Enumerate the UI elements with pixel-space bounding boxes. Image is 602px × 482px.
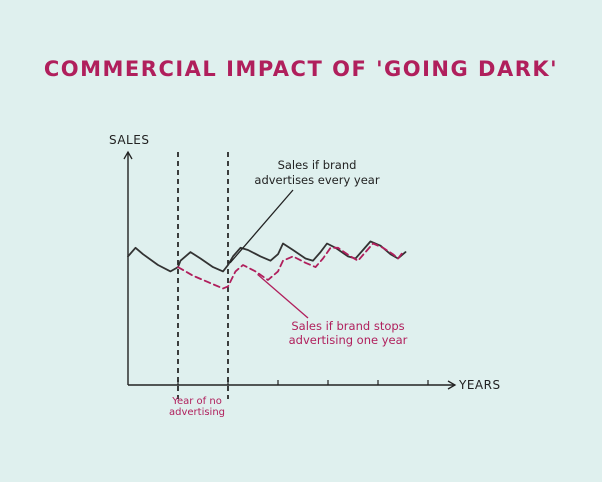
leader-line-advertising — [229, 189, 294, 264]
annotation-advertising-line2: advertises every year — [254, 173, 379, 187]
x-axis-ticks — [177, 380, 429, 385]
chart-title: COMMERCIAL IMPACT OF 'GOING DARK' — [44, 57, 558, 81]
period-label-line1: Year of no — [171, 396, 222, 407]
period-label-line2: advertising — [169, 407, 225, 418]
series-line-stops — [177, 242, 404, 290]
annotation-stops-line1: Sales if brand stops — [291, 319, 404, 333]
no-advertising-period — [177, 152, 229, 399]
y-axis-label: SALES — [109, 133, 149, 147]
series-line-advertises — [127, 240, 407, 273]
leader-line-stops — [257, 273, 309, 319]
x-axis-label: YEARS — [458, 378, 501, 392]
annotation-advertising-line1: Sales if brand — [278, 158, 357, 172]
annotation-stops-line2: advertising one year — [289, 333, 408, 347]
series-layer — [127, 240, 407, 290]
